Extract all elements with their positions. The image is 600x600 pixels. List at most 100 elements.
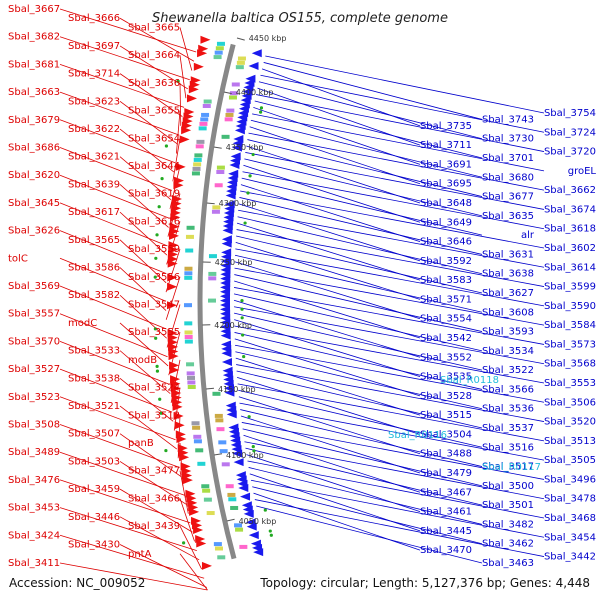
leader-line: [59, 451, 185, 496]
reverse-gene-label: Sbal_3602: [544, 243, 596, 254]
leader-line: [179, 470, 189, 514]
cog-block: [186, 371, 195, 376]
reverse-gene-label: Sbal_3730: [482, 134, 534, 145]
reverse-feature: [245, 74, 256, 83]
cog-block: [221, 134, 230, 139]
reverse-gene-label: Sbal_3573: [544, 339, 596, 350]
leader-line: [236, 364, 545, 422]
cog-block: [235, 527, 244, 532]
leader-line: [234, 338, 421, 397]
cog-block: [203, 99, 212, 104]
gc-dot: [242, 354, 246, 359]
leader-line: [119, 516, 200, 561]
cog-block: [208, 271, 217, 276]
reverse-gene-label: Sbal_3505: [544, 455, 596, 466]
leader-line: [240, 190, 545, 249]
reverse-gene-label: Sbal_3501: [482, 500, 534, 511]
reverse-feature: [228, 169, 239, 178]
cog-block: [191, 421, 200, 426]
leader-line: [250, 119, 483, 178]
forward-gene-label: pntA: [128, 549, 152, 560]
cog-block: [211, 209, 220, 214]
gc-dot: [251, 152, 255, 157]
reverse-gene-label: Sbal_3593: [482, 327, 534, 338]
leader-line: [243, 164, 421, 223]
forward-gene-label: Sbal_3538: [68, 373, 120, 384]
reverse-gene-label: Sbal_3754: [544, 108, 596, 119]
leader-line: [234, 287, 545, 345]
reverse-gene-label: groEL: [568, 166, 597, 177]
reverse-gene-label: Sbal_3535: [420, 372, 472, 383]
kbp-tick: [206, 202, 215, 205]
reverse-gene-label: Sbal_3506: [544, 397, 596, 408]
reverse-gene-label: Sbal_3677: [482, 192, 534, 203]
leader-line: [240, 415, 421, 474]
reverse-feature: [222, 366, 233, 375]
leader-line: [119, 239, 167, 284]
forward-gene-label: Sbal_3524: [128, 383, 180, 394]
leader-line: [235, 357, 421, 416]
cog-block: [231, 82, 240, 87]
forward-gene-label: Sbal_3586: [68, 263, 120, 274]
gc-dot: [268, 529, 272, 533]
reverse-gene-label: Sbal_3635: [482, 211, 534, 222]
forward-gene-label: Sbal_3686: [8, 143, 60, 154]
cog-block: [214, 183, 223, 188]
reverse-gene-label: Sbal_3479: [420, 468, 472, 479]
forward-gene-label: Sbal_3523: [8, 392, 60, 403]
feature-rings: [153, 35, 273, 570]
forward-gene-label: Sbal_3559: [128, 244, 180, 255]
forward-feature: [185, 489, 196, 498]
gc-dot: [263, 508, 267, 512]
leader-line: [241, 177, 483, 236]
leader-line: [119, 17, 195, 62]
leader-line: [263, 62, 483, 120]
reverse-gene-label: Sbal_3743: [482, 114, 534, 125]
leader-line: [119, 322, 169, 367]
cog-block: [185, 248, 194, 253]
forward-gene-label: Sbal_3636: [128, 78, 180, 89]
cog-block: [218, 440, 227, 445]
reverse-gene-label: Sbal_3599: [544, 282, 596, 293]
cog-block: [184, 271, 193, 276]
cog-block: [184, 266, 193, 271]
leader-line: [240, 409, 483, 467]
forward-gene-label: Sbal_3489: [8, 447, 60, 458]
cog-block: [208, 298, 217, 303]
leader-line: [234, 254, 483, 313]
cog-block: [229, 91, 238, 96]
gc-dot: [247, 415, 251, 419]
forward-gene-label: Sbal_3555: [128, 327, 180, 338]
leader-line: [59, 119, 176, 164]
kbp-label: 4300 kbp: [219, 199, 257, 208]
reverse-feature: [228, 423, 239, 432]
forward-feature: [193, 62, 204, 71]
leader-line: [179, 553, 208, 591]
leader-line: [234, 325, 545, 384]
leader-line: [234, 332, 483, 390]
forward-gene-label: Sbal_3521: [68, 401, 120, 412]
leader-line: [59, 36, 190, 81]
reverse-feature: [248, 531, 259, 540]
reverse-gene-label: Sbal_3552: [420, 352, 472, 363]
cog-block: [214, 546, 223, 551]
forward-gene-label: Sbal_3582: [68, 290, 120, 301]
cog-block: [212, 205, 221, 210]
reverse-gene-label: Sbal_3695: [420, 179, 472, 190]
cog-block: [216, 165, 225, 170]
forward-gene-label: Sbal_3411: [8, 558, 60, 569]
reverse-gene-label: Sbal_3522: [482, 365, 534, 376]
forward-gene-label: Sbal_3619: [128, 189, 180, 200]
reverse-gene-label: Sbal_3513: [544, 436, 596, 447]
cog-block: [187, 380, 196, 385]
reverse-gene-label: Sbal_3584: [544, 320, 596, 331]
cog-block: [226, 108, 235, 113]
cog-block: [198, 126, 207, 131]
cog-block: [187, 375, 196, 380]
gc-dot: [176, 79, 180, 83]
rna-gene-label: Sbal_R0117: [482, 462, 541, 473]
cog-block: [203, 497, 212, 502]
leader-line: [256, 505, 483, 564]
leader-line: [119, 73, 183, 117]
